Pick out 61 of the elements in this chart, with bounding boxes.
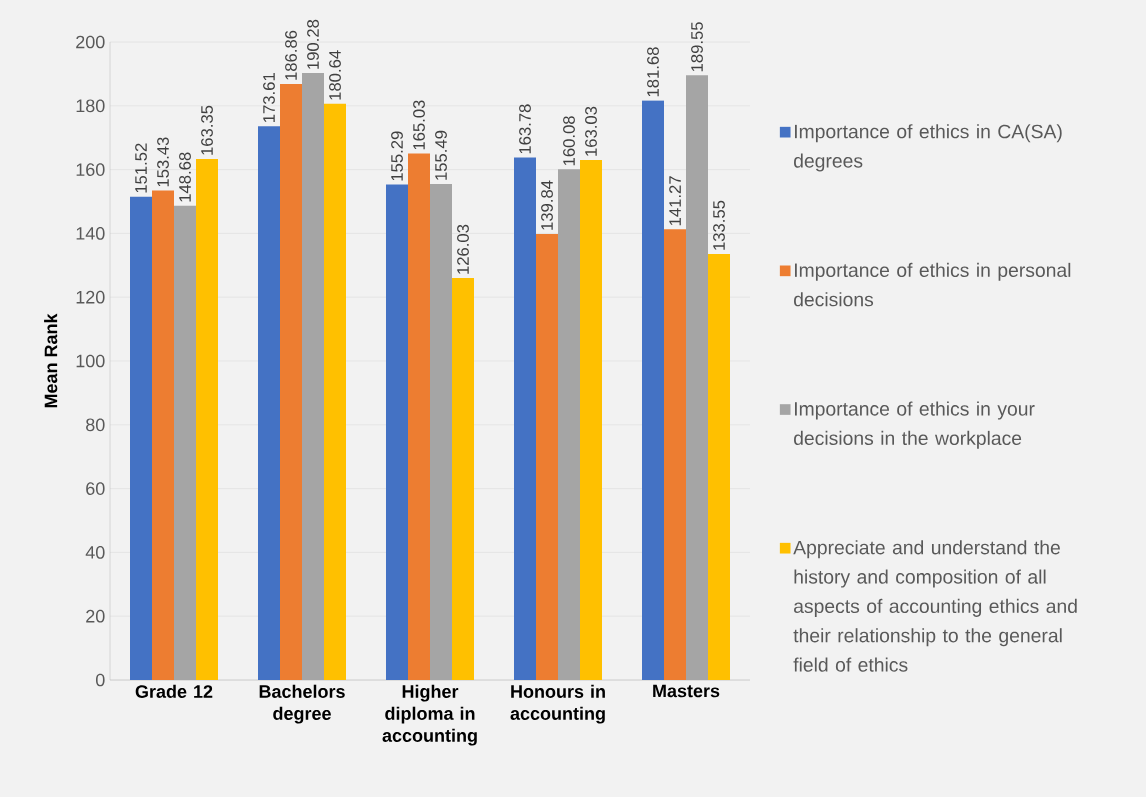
data-label: 163.35 [201,105,213,155]
bar [324,103,346,680]
x-tick-label: Higher diploma in accounting [382,684,477,746]
bar [514,157,536,680]
y-tick-label: 120 [76,290,105,304]
bar [452,277,474,680]
x-tick-label: Grade 12 [135,684,213,698]
x-tick-label: Masters [653,684,720,698]
y-axis-title: Mean Rank [44,313,58,408]
data-label: 163.03 [585,106,597,156]
bar [558,169,580,680]
bar [280,83,302,680]
bar [174,205,196,680]
legend-label: Importance of ethics in your decisions in the workplace [794,401,1035,449]
y-tick-label: 140 [76,227,105,240]
data-label: 133.55 [713,200,725,250]
legend-label: Importance of ethics in CA(SA) degrees [794,124,1062,172]
data-label: 141.27 [669,176,681,226]
y-tick-label: 0 [95,673,105,687]
data-label: 189.55 [691,22,703,72]
bar [580,159,602,680]
data-label: 181.68 [647,47,659,97]
legend-label: Importance of ethics in personal decisions [794,262,1071,307]
data-label: 173.61 [263,73,275,122]
y-tick-label: 80 [86,418,105,432]
data-label: 155.29 [391,131,403,181]
y-tick-label: 60 [86,482,105,495]
data-label: 180.64 [329,50,341,100]
bar [386,184,408,680]
bar [430,183,452,680]
data-label: 153.43 [157,137,169,187]
y-tick-label: 40 [85,546,105,559]
data-label: 126.03 [457,224,469,274]
y-tick-label: 20 [86,609,105,623]
data-label: 155.49 [435,130,447,180]
data-label: 190.28 [307,19,319,69]
y-tick-label: 160 [76,163,105,176]
y-tick-label: 180 [76,99,105,113]
bar [708,253,730,680]
data-label: 148.68 [179,152,191,202]
bar [536,233,558,680]
data-label: 186.86 [285,30,297,80]
data-label: 160.08 [563,116,575,166]
y-tick-label: 100 [76,354,105,368]
x-tick-label: Honours in accounting [510,684,605,724]
bar [258,126,280,680]
bar [664,229,686,680]
bar [302,73,324,680]
data-label: 165.03 [413,100,425,150]
data-label: 163.78 [519,104,531,154]
data-label: 139.84 [541,180,553,230]
data-label: 151.52 [135,143,147,193]
bar [196,158,218,680]
bar [130,196,152,680]
x-tick-label: Bachelors degree [259,684,345,724]
y-tick-label: 200 [76,35,105,49]
legend-label: Appreciate and understand the history and composition of all aspects of accounting ethics and their relationship to the general field of ethics [793,540,1077,672]
bar [642,100,664,680]
bar [408,153,430,680]
bar [152,190,174,680]
bar [686,75,708,680]
